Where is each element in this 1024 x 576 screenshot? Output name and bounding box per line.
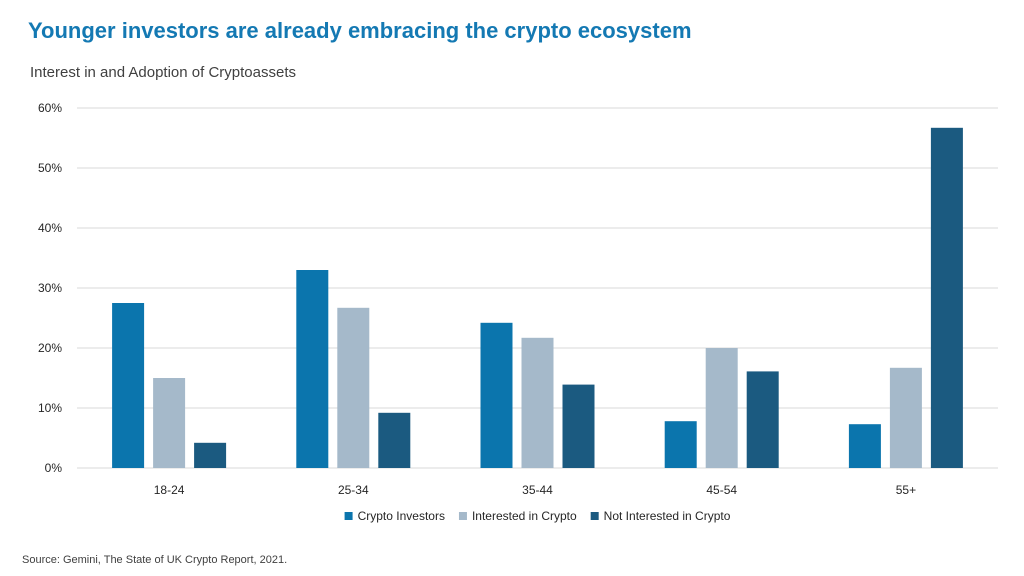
y-axis-ticks: 0% 10% 20% 30% 40% 50% 60% (38, 101, 62, 475)
chart-subtitle: Interest in and Adoption of Cryptoassets (30, 64, 296, 81)
bar-not-interested-in-crypto-18-24 (194, 442, 227, 468)
legend-swatch (344, 512, 353, 520)
y-tick-label: 50% (38, 161, 62, 175)
x-tick-label: 35-44 (522, 483, 553, 497)
y-tick-label: 30% (38, 281, 62, 295)
bar-crypto-investors-55+ (848, 424, 881, 468)
legend: Crypto Investors Interested in Crypto Not … (344, 509, 731, 523)
legend-label: Interested in Crypto (472, 509, 577, 523)
y-tick-label: 20% (38, 341, 62, 355)
legend-label: Not Interested in Crypto (604, 509, 731, 523)
x-tick-label: 18-24 (154, 483, 185, 497)
bars (112, 127, 963, 469)
bar-not-interested-in-crypto-35-44 (562, 384, 595, 468)
y-tick-label: 40% (38, 221, 62, 235)
bar-interested-in-crypto-25-34 (337, 307, 370, 468)
bar-not-interested-in-crypto-25-34 (378, 412, 411, 468)
legend-label: Crypto Investors (358, 509, 445, 523)
y-tick-label: 10% (38, 401, 62, 415)
x-tick-label: 55+ (896, 483, 916, 497)
bar-interested-in-crypto-55+ (889, 367, 922, 468)
bar-not-interested-in-crypto-45-54 (746, 371, 779, 468)
bar-interested-in-crypto-35-44 (521, 337, 554, 468)
bar-crypto-investors-45-54 (664, 421, 697, 468)
x-tick-label: 45-54 (706, 483, 737, 497)
bar-interested-in-crypto-18-24 (153, 378, 186, 468)
y-tick-label: 60% (38, 101, 62, 115)
bar-not-interested-in-crypto-55+ (930, 127, 963, 469)
bar-crypto-investors-35-44 (480, 322, 513, 468)
y-tick-label: 0% (45, 461, 63, 475)
x-axis-ticks: 18-24 25-34 35-44 45-54 55+ (154, 483, 916, 497)
bar-crypto-investors-18-24 (112, 303, 145, 468)
bar-interested-in-crypto-45-54 (705, 348, 738, 468)
source-note: Source: Gemini, The State of UK Crypto R… (22, 554, 288, 566)
legend-swatch (458, 512, 467, 520)
page-title: Younger investors are already embracing … (28, 18, 692, 43)
bar-crypto-investors-25-34 (296, 270, 329, 468)
x-tick-label: 25-34 (338, 483, 369, 497)
legend-swatch (590, 512, 599, 520)
